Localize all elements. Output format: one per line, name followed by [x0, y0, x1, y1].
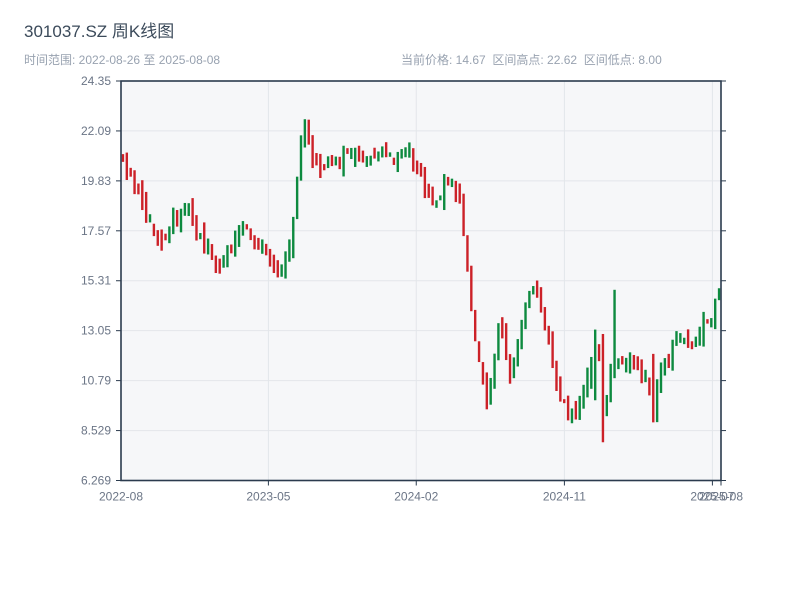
svg-text:2025-08: 2025-08	[699, 490, 743, 504]
svg-text:19.83: 19.83	[81, 174, 111, 188]
svg-text:10.79: 10.79	[81, 374, 111, 388]
svg-text:17.57: 17.57	[81, 224, 111, 238]
svg-text:2022-08: 2022-08	[99, 490, 143, 504]
svg-text:8.529: 8.529	[81, 424, 111, 438]
svg-text:2024-11: 2024-11	[543, 490, 586, 504]
svg-text:2023-05: 2023-05	[246, 490, 290, 504]
svg-text:15.31: 15.31	[81, 274, 111, 288]
svg-text:6.269: 6.269	[81, 474, 111, 488]
svg-text:13.05: 13.05	[81, 324, 111, 338]
svg-text:24.35: 24.35	[81, 74, 111, 88]
svg-text:2024-02: 2024-02	[394, 490, 438, 504]
svg-text:22.09: 22.09	[81, 124, 111, 138]
